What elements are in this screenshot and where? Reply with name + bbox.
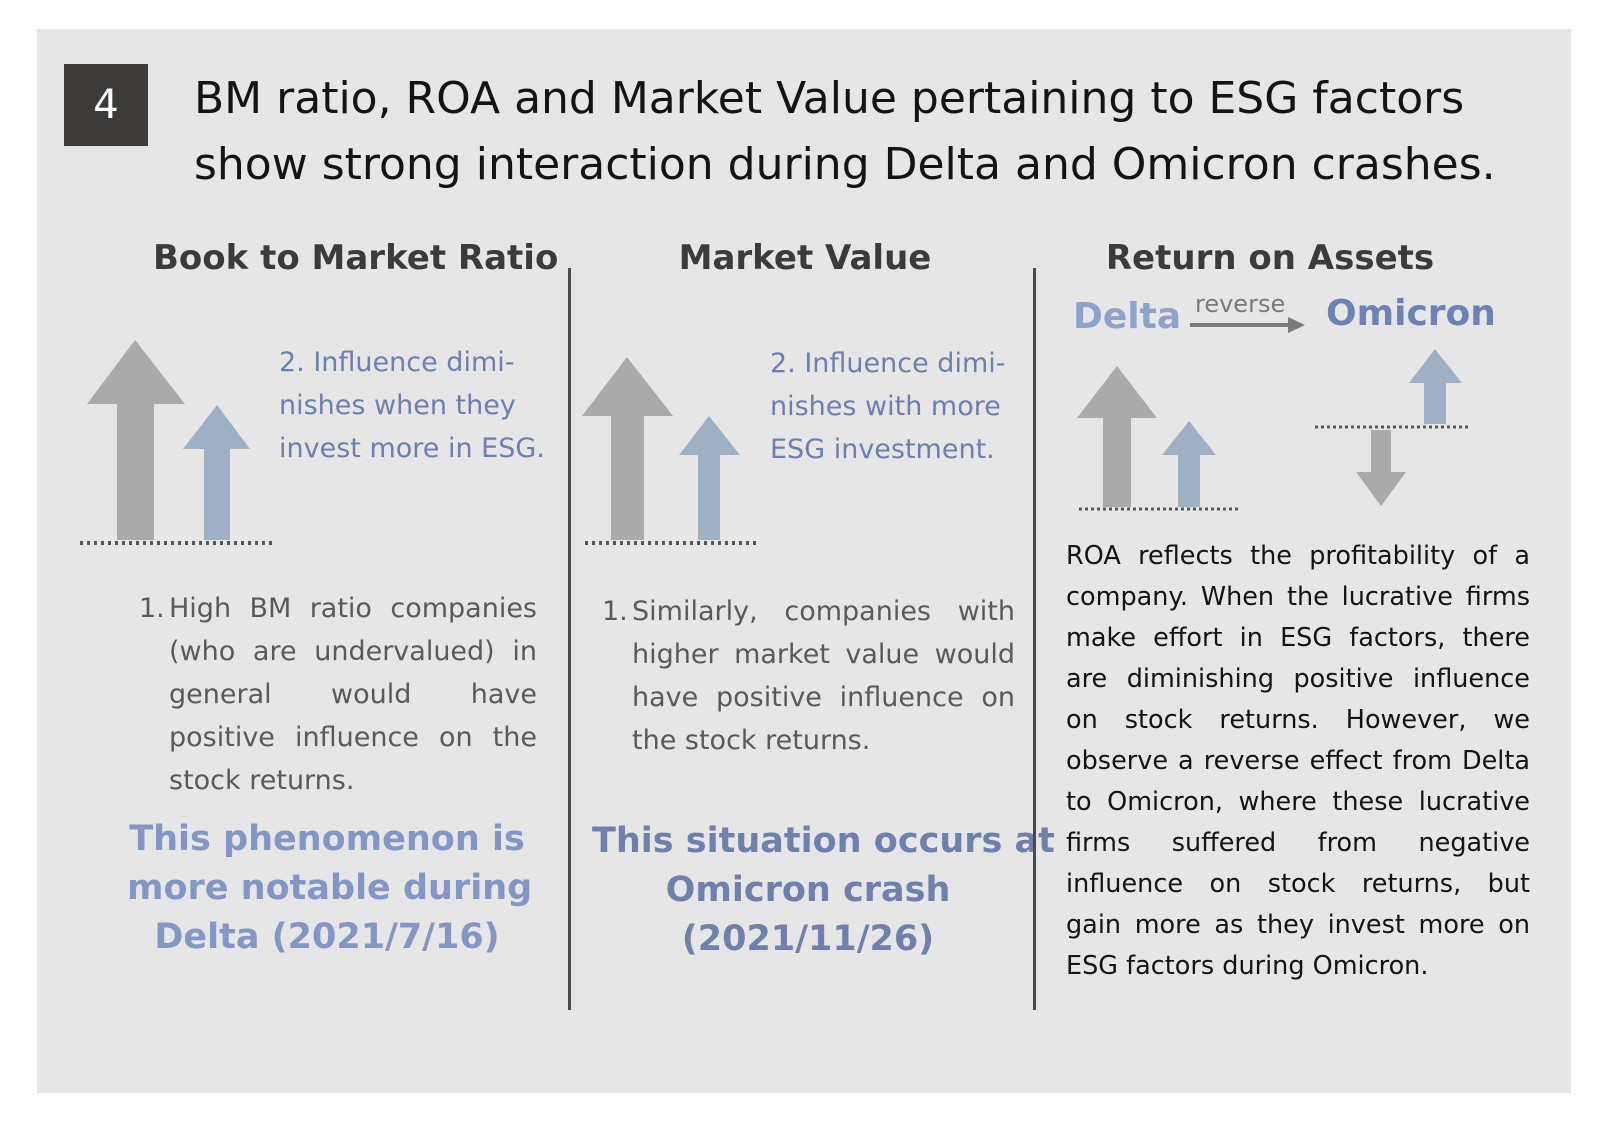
mv-note: 2. Influence dimi- nishes with more ESG … bbox=[770, 342, 1006, 471]
bm-note-line-2: nishes when they bbox=[279, 390, 516, 421]
mv-point-text: Similarly, companies with higher market … bbox=[632, 596, 1015, 756]
bm-highlight-line-3: Delta (2021/7/16) bbox=[154, 917, 500, 957]
section-number-badge: 4 bbox=[64, 64, 148, 146]
gray-up-arrow-icon bbox=[582, 357, 673, 540]
market-value-title: Market Value bbox=[678, 238, 932, 278]
gray-up-arrow-icon bbox=[1077, 366, 1157, 507]
mv-highlight-line-2: Omicron crash bbox=[665, 870, 951, 910]
infographic-panel bbox=[37, 29, 1571, 1093]
mv-point-1: 1. Similarly, companies with higher mark… bbox=[602, 590, 1015, 770]
roa-line-7: to Omicron, where these lucrative bbox=[1066, 787, 1530, 817]
roa-line-11: ESG factors during Omicron. bbox=[1066, 951, 1429, 981]
gray-up-arrow-icon bbox=[87, 340, 185, 540]
mv-note-line-1: 2. Influence dimi- bbox=[770, 348, 1006, 379]
reverse-label: reverse bbox=[1195, 290, 1286, 318]
bm-note-line-3: invest more in ESG. bbox=[279, 433, 545, 464]
roa-line-6: observe a reverse effect from Delta bbox=[1066, 746, 1530, 776]
column-divider-2 bbox=[1033, 268, 1036, 1010]
roa-line-10: gain more as they invest more on bbox=[1066, 910, 1530, 940]
mv-arrows-graphic bbox=[582, 357, 760, 545]
bm-highlight: This phenomenon is more notable during D… bbox=[127, 815, 533, 962]
roa-line-3: make effort in ESG factors, there bbox=[1066, 623, 1530, 653]
roa-line-5: on stock returns. However, we bbox=[1066, 705, 1530, 735]
roa-line-1: ROA reflects the profitability of a bbox=[1066, 541, 1530, 571]
bm-point-text: High BM ratio companies (who are underva… bbox=[169, 593, 537, 796]
mv-point-number: 1. bbox=[602, 596, 628, 627]
roa-explanation: ROA reflects the profitability of a comp… bbox=[1066, 536, 1530, 987]
bm-point-number: 1. bbox=[139, 593, 165, 624]
headline-line-1: BM ratio, ROA and Market Value pertainin… bbox=[194, 73, 1465, 124]
delta-label: Delta bbox=[1073, 296, 1182, 337]
mv-highlight: This situation occurs at Omicron crash (… bbox=[592, 817, 1055, 964]
bm-highlight-line-2: more notable during bbox=[127, 868, 533, 908]
bm-point-1: 1. High BM ratio companies (who are unde… bbox=[139, 587, 537, 807]
mv-note-line-2: nishes with more bbox=[770, 391, 1001, 422]
blue-up-arrow-icon bbox=[679, 416, 740, 540]
bm-arrows-graphic bbox=[80, 340, 275, 545]
roa-line-4: are diminishing positive influence bbox=[1066, 664, 1530, 694]
headline-line-2: show strong interaction during Delta and… bbox=[194, 139, 1496, 190]
mv-highlight-line-1: This situation occurs at bbox=[592, 821, 1055, 861]
bm-note: 2. Influence dimi- nishes when they inve… bbox=[279, 341, 545, 470]
roa-line-9: influence on stock returns, but bbox=[1066, 869, 1530, 899]
roa-title: Return on Assets bbox=[1105, 238, 1435, 278]
mv-note-line-3: ESG investment. bbox=[770, 434, 995, 465]
roa-line-8: firms suffered from negative bbox=[1066, 828, 1530, 858]
bm-highlight-line-1: This phenomenon is bbox=[129, 819, 525, 859]
bm-note-line-1: 2. Influence dimi- bbox=[279, 347, 515, 378]
roa-line-2: company. When the lucrative firms bbox=[1066, 582, 1530, 612]
roa-arrows-graphic bbox=[1077, 317, 1470, 511]
gray-down-arrow-icon bbox=[1356, 430, 1406, 506]
blue-up-arrow-icon bbox=[1409, 349, 1462, 424]
mv-highlight-line-3: (2021/11/26) bbox=[681, 919, 935, 959]
headline: BM ratio, ROA and Market Value pertainin… bbox=[194, 66, 1554, 198]
column-divider-1 bbox=[568, 268, 571, 1010]
right-arrow-icon bbox=[1190, 317, 1305, 333]
blue-up-arrow-icon bbox=[183, 405, 250, 540]
omicron-label: Omicron bbox=[1326, 293, 1496, 334]
blue-up-arrow-icon bbox=[1162, 421, 1216, 507]
bm-ratio-title: Book to Market Ratio bbox=[153, 238, 559, 278]
